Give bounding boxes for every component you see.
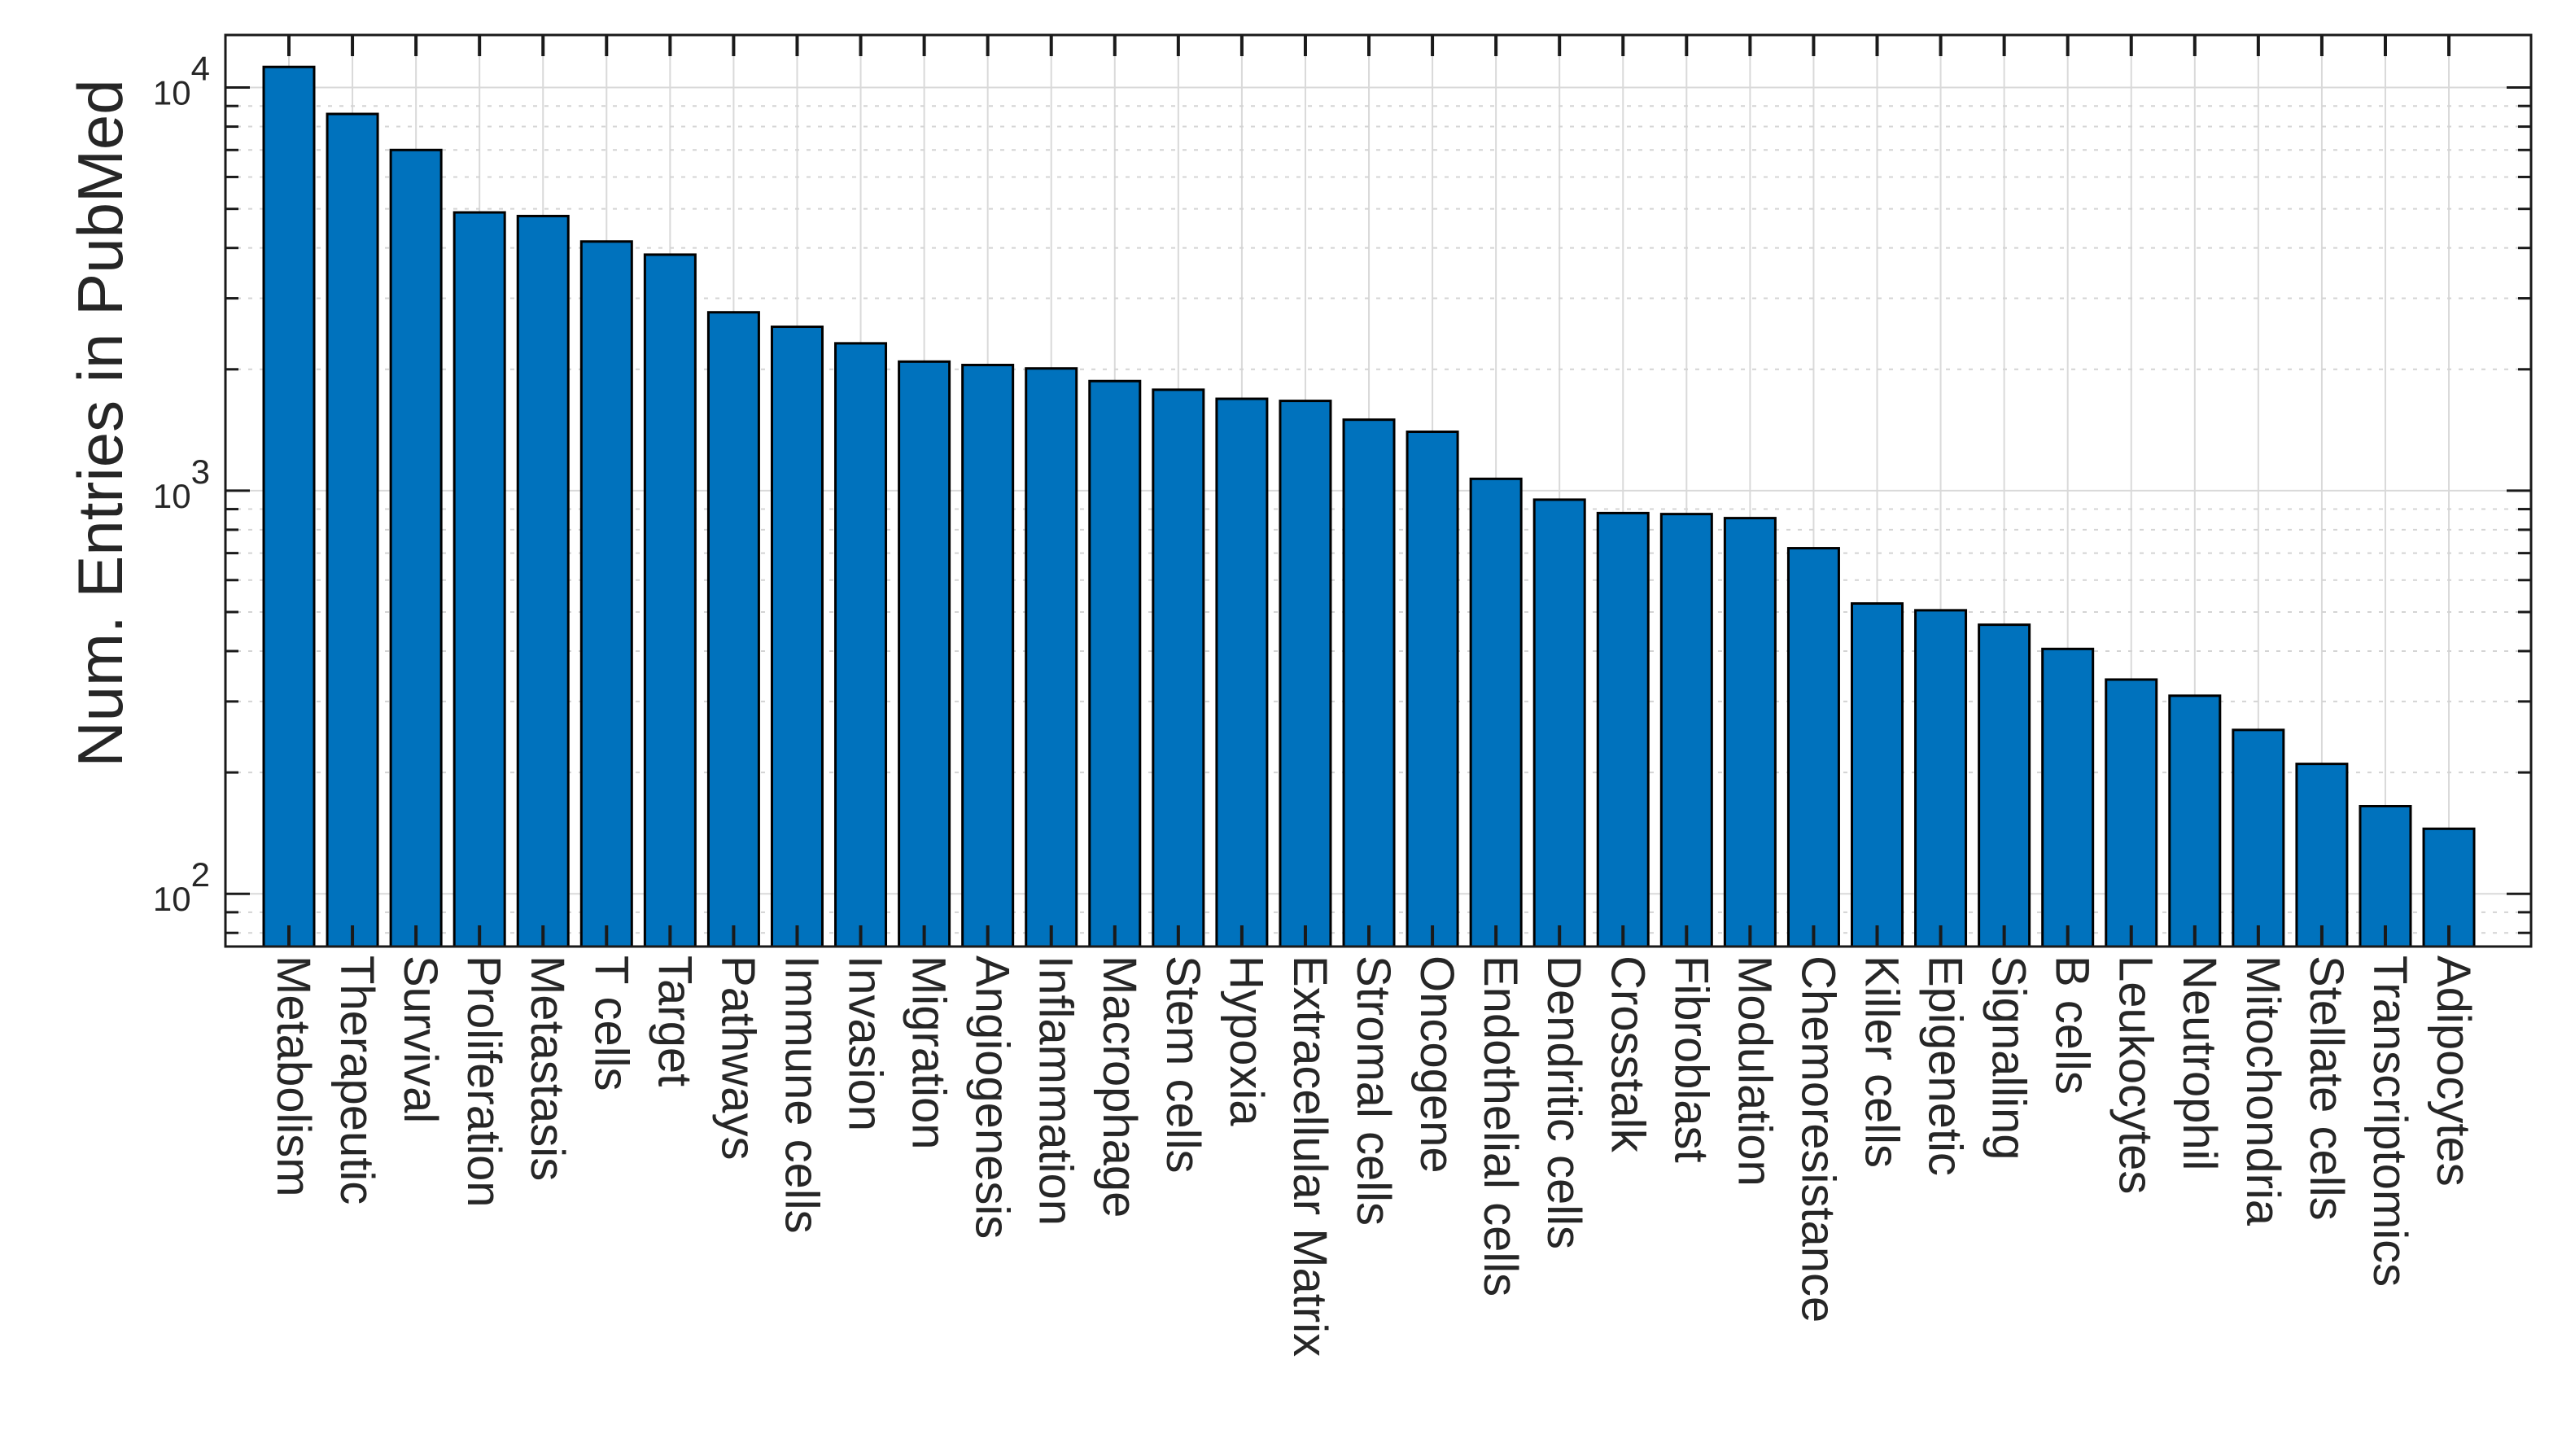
bar-hypoxia (1215, 397, 1269, 948)
x-tick-label: Killer cells (1856, 955, 1908, 1168)
x-tick-label: Dendritic cells (1537, 955, 1590, 1249)
y-axis-label: Num. Entries in PubMed (64, 79, 136, 767)
x-tick-label: Leukocytes (2109, 955, 2162, 1194)
x-tick-label: Proliferation (457, 955, 510, 1207)
x-tick-label: Signalling (1983, 955, 2035, 1161)
x-tick-label: Pathways (711, 955, 764, 1160)
bar-leukocytes (2105, 678, 2158, 948)
x-tick-label: Oncogene (1410, 955, 1463, 1174)
bar-modulation (1723, 517, 1777, 948)
bar-dendritic-cells (1532, 498, 1586, 948)
bar-immune-cells (770, 326, 824, 948)
bar-mitochondria (2232, 728, 2285, 948)
x-tick-label: Modulation (1728, 955, 1781, 1187)
bar-chemoresistance (1786, 547, 1840, 948)
x-tick-label: Stem cells (1156, 955, 1209, 1174)
x-tick-label: T cells (584, 955, 637, 1091)
x-tick-label: Epigenetic (1919, 955, 1972, 1176)
bar-target (643, 253, 697, 948)
bar-fibroblast (1659, 513, 1713, 948)
bar-proliferation (452, 211, 506, 948)
bar-metastasis (516, 214, 570, 948)
x-tick-label: Chemoresistance (1791, 955, 1844, 1323)
x-tick-label: Angiogenesis (966, 955, 1019, 1239)
bar-crosstalk (1596, 511, 1650, 948)
bar-invasion (834, 342, 888, 948)
bar-oncogene (1406, 431, 1459, 948)
bar-signalling (1978, 623, 2031, 948)
bar-killer-cells (1851, 602, 1904, 948)
bar-epigenetic (1914, 609, 1968, 948)
x-tick-label: Metastasis (521, 955, 574, 1181)
y-tick-label: 102 (153, 855, 210, 918)
x-tick-label: Survival (394, 955, 447, 1123)
bar-b-cells (2041, 647, 2095, 948)
x-tick-label: Crosstalk (1601, 955, 1654, 1153)
x-tick-label: Transcriptomics (2363, 955, 2416, 1287)
x-tick-label: Therapeutic (330, 955, 383, 1205)
bar-metabolism (262, 65, 316, 948)
bar-transcriptomics (2359, 804, 2412, 948)
bar-macrophage (1088, 379, 1142, 948)
bar-stellate-cells (2295, 763, 2349, 948)
bar-neutrophil (2168, 694, 2222, 948)
x-tick-label: Immune cells (775, 955, 828, 1234)
bar-migration (898, 360, 951, 948)
bar-stromal-cells (1342, 418, 1396, 948)
x-tick-label: Inflammation (1030, 955, 1082, 1226)
bar-stem-cells (1152, 388, 1205, 948)
x-tick-label: Metabolism (267, 955, 320, 1197)
axes (224, 33, 2533, 948)
bar-angiogenesis (961, 363, 1015, 948)
bar-endothelial-cells (1469, 477, 1523, 948)
x-tick-label: Stromal cells (1347, 955, 1400, 1226)
x-tick-label: Fibroblast (1664, 955, 1717, 1163)
bar-therapeutic (326, 112, 379, 948)
x-tick-label: Stellate cells (2300, 955, 2353, 1221)
y-tick-label: 104 (153, 50, 210, 112)
x-tick-label: Target (648, 955, 701, 1087)
x-tick-label: Macrophage (1093, 955, 1146, 1218)
x-tick-label: B cells (2046, 955, 2099, 1095)
bar-survival (389, 148, 443, 948)
bar-t-cells (579, 240, 633, 948)
x-tick-label: Mitochondria (2236, 955, 2289, 1226)
bar-pathways (706, 311, 760, 948)
axis-labels: 102 103 104 Metabolism Therapeutic Survival Pr… (153, 50, 2480, 1358)
y-tick-label: 103 (153, 453, 210, 515)
x-tick-label: Hypoxia (1220, 955, 1273, 1126)
x-tick-label: Endothelial cells (1474, 955, 1527, 1296)
x-tick-label: Migration (903, 955, 955, 1150)
bar-inflammation (1025, 367, 1078, 948)
x-tick-label: Neutrophil (2173, 955, 2226, 1170)
x-tick-label: Extracellular Matrix (1283, 955, 1336, 1357)
bar-extracellular-matrix (1279, 400, 1332, 948)
bar-series (262, 65, 2476, 948)
x-tick-label: Invasion (839, 955, 892, 1131)
x-tick-label: Adipocytes (2427, 955, 2480, 1187)
